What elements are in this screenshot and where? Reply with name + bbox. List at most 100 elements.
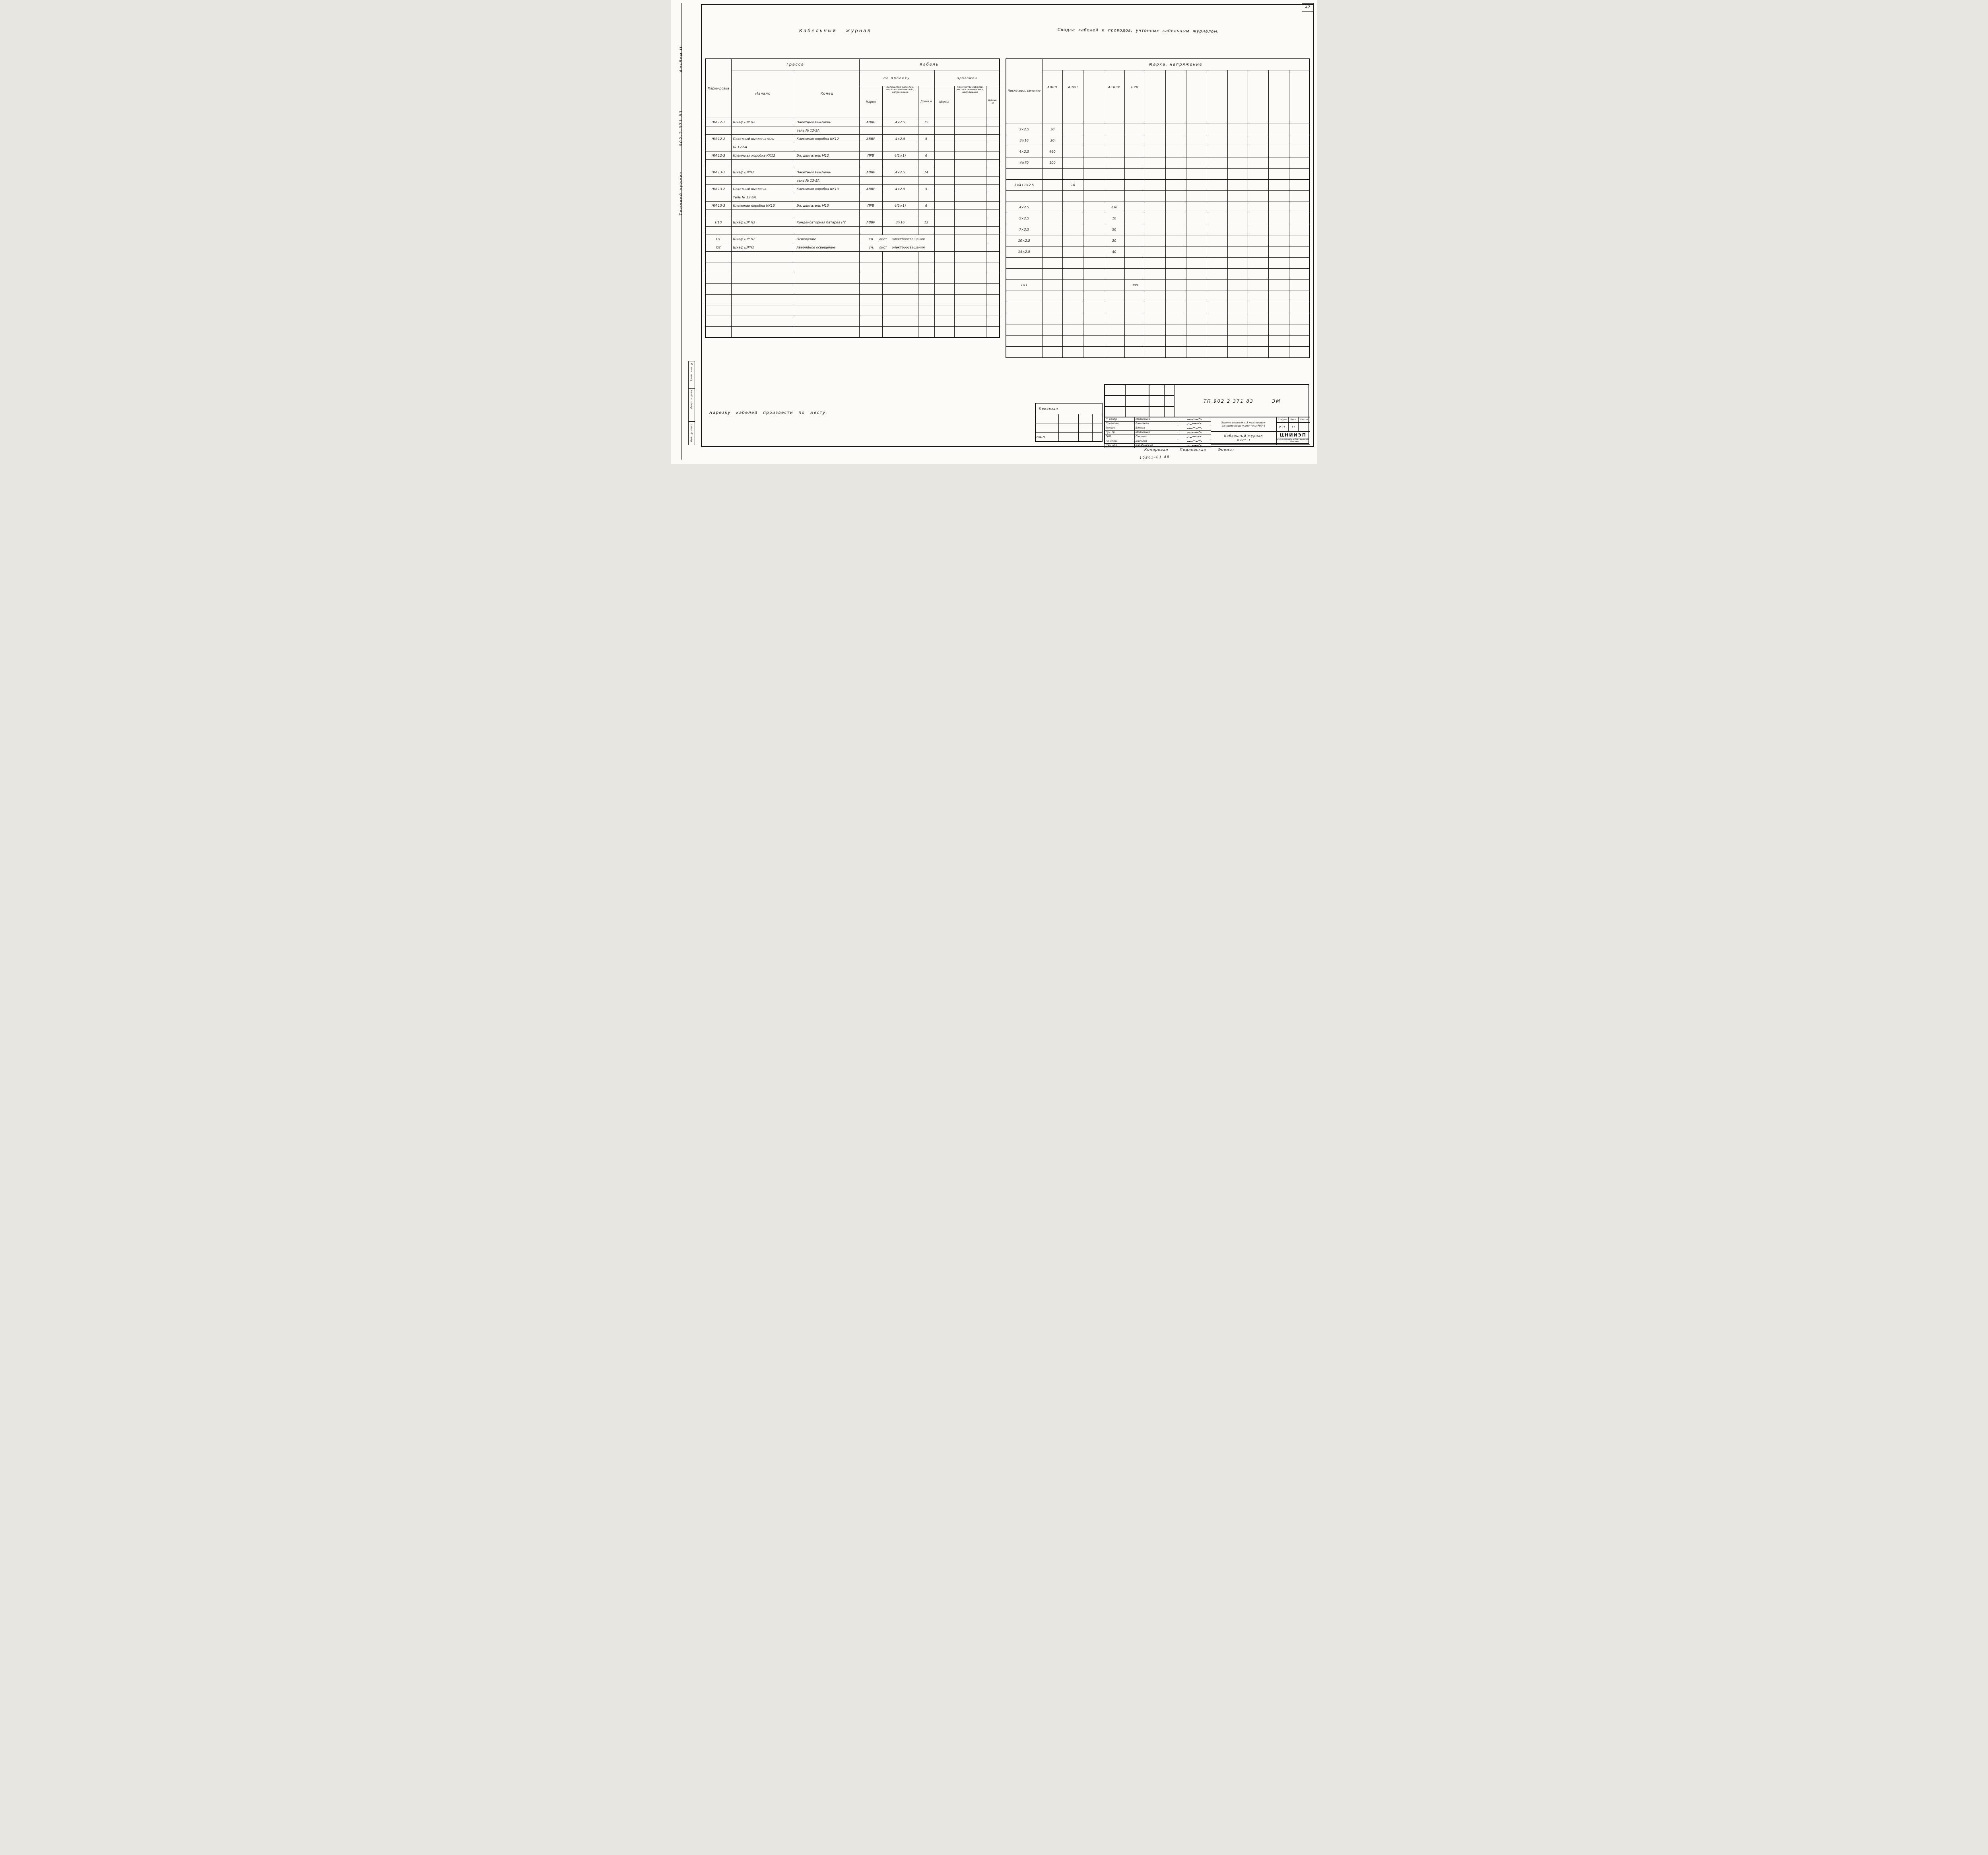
summary-value-cell [1248, 312, 1269, 324]
table-cell [794, 315, 860, 327]
col-header-by-project: по проекту [859, 70, 935, 86]
summary-value-cell [1165, 212, 1187, 224]
table-cell [859, 251, 883, 262]
summary-value-cell [1248, 279, 1269, 291]
summary-column-header [1206, 70, 1228, 124]
table-cell [794, 142, 860, 151]
org-line3: г. Москва [1288, 440, 1299, 443]
summary-value-cell [1165, 312, 1187, 324]
summary-value-cell [1124, 190, 1145, 202]
summary-value-cell [1206, 123, 1228, 135]
table-cell [986, 117, 1000, 126]
summary-value-cell: 50 [1103, 223, 1125, 235]
summary-value-cell [1206, 312, 1228, 324]
attach-cell [1078, 432, 1093, 442]
summary-value-cell [1186, 312, 1207, 324]
summary-value-cell [1165, 146, 1187, 157]
summary-value-cell [1124, 335, 1145, 347]
table-cell: 4×2.5 [882, 184, 918, 193]
signer-role: Гл. спец. [1105, 439, 1135, 444]
summary-value-cell [1042, 179, 1063, 191]
table-cell [934, 251, 955, 262]
table-cell [918, 262, 935, 273]
table-cell [934, 217, 955, 227]
summary-value-cell [1227, 257, 1248, 269]
summary-value-cell [1062, 201, 1084, 213]
revision-cell [1105, 385, 1125, 396]
table-cell [986, 167, 1000, 177]
summary-value-cell [1103, 324, 1125, 336]
summary-value-cell [1145, 212, 1166, 224]
summary-value-cell [1083, 168, 1104, 180]
summary-value-cell [1062, 301, 1084, 313]
summary-value-cell [1248, 235, 1269, 246]
table-cell [918, 176, 935, 185]
summary-column-header [1186, 70, 1207, 124]
table-cell [882, 326, 918, 338]
signature-cell [1177, 421, 1211, 426]
summary-row [1006, 290, 1310, 302]
cutting-note: Нарезку кабелей произвести по месту. [709, 411, 828, 415]
summary-value-cell [1042, 168, 1063, 180]
summary-value-cell [1062, 223, 1084, 235]
summary-value-cell [1227, 157, 1248, 169]
table-cell [934, 226, 955, 235]
table-cell [882, 294, 918, 305]
table-cell [954, 184, 986, 193]
summary-value-cell [1042, 279, 1063, 291]
attach-cell [1058, 423, 1079, 433]
signer-name: Бакшеева [1134, 421, 1177, 426]
table-cell: тель № 12-SA [794, 126, 860, 135]
summary-value-cell [1062, 324, 1084, 336]
revision-cell [1149, 385, 1164, 396]
table-cell [918, 283, 935, 295]
cable-journal-row: Н10 Шкаф ШР Н2 Конденсаторная батарея Н2 АВ… [705, 217, 1000, 227]
margin-stamp-box-2-label: Подп. и дата [690, 390, 693, 409]
table-cell [986, 159, 1000, 168]
table-cell: НМ 12-2 [705, 134, 732, 143]
summary-value-cell [1289, 190, 1310, 202]
summary-size-cell: 10×2.5 [1006, 235, 1043, 246]
summary-col1-header: Число жил, сечение [1006, 58, 1043, 124]
table-cell [731, 272, 795, 284]
sheets-value-cell [1298, 423, 1310, 431]
table-cell: 4(1×1) [882, 151, 918, 160]
summary-value-cell [1165, 346, 1187, 358]
summary-value-cell [1227, 179, 1248, 191]
table-cell [859, 226, 883, 235]
summary-value-cell [1124, 290, 1145, 302]
table-cell [954, 243, 986, 252]
signature-icon [1186, 440, 1202, 442]
signature-cell [1177, 417, 1211, 422]
summary-column-header: АНРП [1062, 70, 1084, 124]
summary-value-cell [1227, 268, 1248, 280]
summary-value-cell [1165, 301, 1187, 313]
summary-value-cell [1124, 168, 1145, 180]
summary-value-cell [1124, 212, 1145, 224]
summary-value-cell [1103, 257, 1125, 269]
summary-value-cell [1289, 212, 1310, 224]
table-cell [859, 192, 883, 202]
summary-column-header [1165, 70, 1187, 124]
summary-value-cell [1227, 235, 1248, 246]
cable-journal-row: тель № 13-SA [705, 192, 1000, 202]
format-label: Формат [1217, 448, 1235, 452]
summary-value-cell [1165, 324, 1187, 336]
table-cell [954, 134, 986, 143]
summary-column-header: ПРВ [1124, 70, 1145, 124]
table-cell [954, 217, 986, 227]
page-number: 47 [1305, 5, 1310, 10]
table-cell [934, 209, 955, 218]
stage-label-cell: Стадия [1276, 417, 1288, 423]
table-cell: Шкаф ШРН2 [731, 167, 795, 177]
table-cell [986, 326, 1000, 338]
summary-value-cell [1083, 246, 1104, 258]
summary-value-cell: 40 [1103, 246, 1125, 258]
summary-value-cell [1062, 212, 1084, 224]
summary-value-cell [1124, 301, 1145, 313]
table-cell [954, 176, 986, 185]
summary-column-header [1227, 70, 1248, 124]
signature-icon [1186, 435, 1202, 438]
margin-stamp-box-3-label: Инв. № подл. [690, 423, 693, 442]
col-header-qty-laid: Количество кабелей, число и сечение жил,… [954, 85, 986, 118]
